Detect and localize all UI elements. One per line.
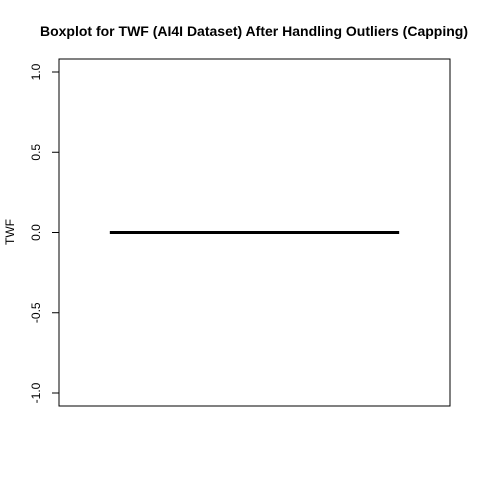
y-axis: -1.0 -0.5 0.0 0.5 1.0 [29, 63, 59, 403]
chart-title: Boxplot for TWF (AI4I Dataset) After Han… [40, 23, 468, 39]
y-tick-label: 0.5 [29, 144, 43, 161]
y-axis-label: TWF [3, 219, 17, 245]
y-tick-label: -0.5 [29, 302, 43, 323]
y-tick-label: 1.0 [29, 63, 43, 80]
y-tick-label: -1.0 [29, 382, 43, 403]
y-tick-label: 0.0 [29, 224, 43, 241]
